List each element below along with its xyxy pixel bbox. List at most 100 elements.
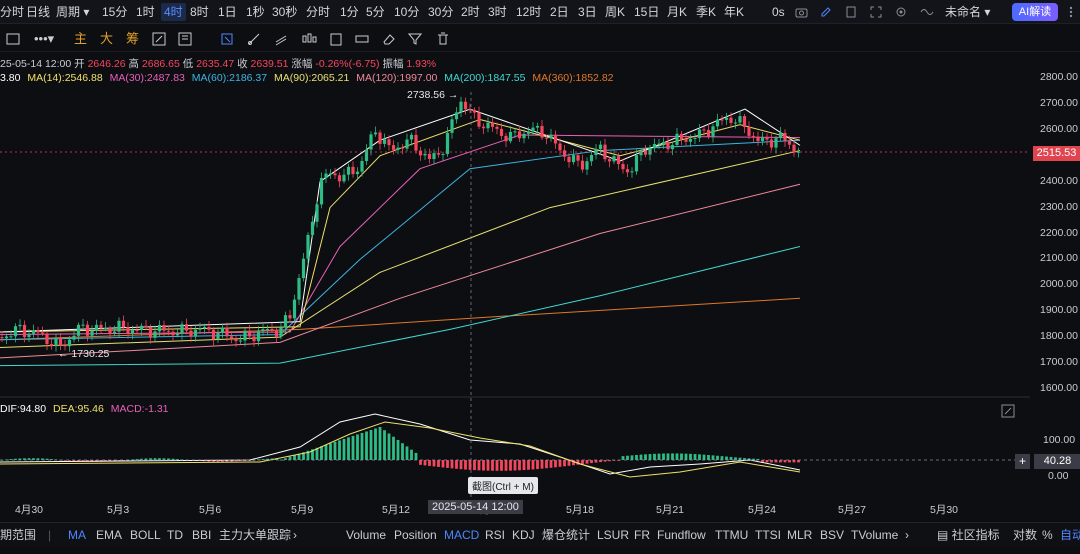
chevron-right-icon[interactable]: › bbox=[293, 528, 297, 542]
pencil-icon[interactable] bbox=[820, 6, 832, 18]
macd-bar bbox=[176, 459, 179, 460]
expand-panel-icon[interactable] bbox=[1001, 404, 1015, 418]
add-alert-button[interactable]: + bbox=[1015, 454, 1030, 469]
main-ind-ema[interactable]: EMA bbox=[96, 528, 123, 542]
candle-body bbox=[477, 112, 481, 127]
cursor-icon[interactable] bbox=[220, 32, 234, 46]
main-ind-bigorder[interactable]: 主力大单跟踪 bbox=[219, 528, 292, 542]
sub-ind-volume[interactable]: Volume bbox=[346, 528, 387, 542]
tf-month[interactable]: 月K bbox=[667, 5, 688, 19]
more-dots-icon[interactable]: •••▾ bbox=[34, 31, 55, 46]
candle-body bbox=[274, 329, 279, 337]
tf-1m[interactable]: 1分 bbox=[340, 5, 359, 19]
eraser-icon[interactable] bbox=[382, 32, 396, 46]
indicator-main-button[interactable]: 主 bbox=[74, 31, 88, 46]
trash-icon[interactable] bbox=[436, 32, 450, 46]
tf-1s[interactable]: 1秒 bbox=[246, 5, 265, 19]
candle-body bbox=[684, 139, 688, 142]
tf-year[interactable]: 年K bbox=[724, 5, 745, 19]
macd-bar bbox=[594, 460, 598, 463]
macd-bar bbox=[432, 460, 436, 467]
candle-body bbox=[778, 132, 783, 139]
more-vertical-icon[interactable] bbox=[1066, 6, 1076, 18]
tf-10m[interactable]: 10分 bbox=[394, 5, 420, 19]
tf-30m[interactable]: 30分 bbox=[428, 5, 454, 19]
trendline-icon[interactable] bbox=[247, 32, 261, 46]
indicator-big-button[interactable]: 大 bbox=[100, 31, 114, 46]
ray-icon[interactable] bbox=[274, 32, 288, 46]
expand-icon[interactable] bbox=[870, 6, 882, 18]
auto-scale-toggle[interactable]: 自动 bbox=[1060, 528, 1080, 542]
sub-ind-position[interactable]: Position bbox=[394, 528, 437, 542]
sub-ind-fundflow[interactable]: Fundflow bbox=[657, 528, 706, 542]
candle-body bbox=[247, 330, 252, 337]
sub-ind-lsur[interactable]: LSUR bbox=[597, 528, 630, 542]
candle-body bbox=[157, 325, 162, 332]
period-dropdown[interactable]: 周期 ▾ bbox=[56, 5, 90, 19]
tf-15d[interactable]: 15日 bbox=[634, 5, 660, 19]
macd-bar bbox=[72, 460, 76, 461]
bookmark-icon[interactable] bbox=[845, 6, 857, 18]
sub-ind-liquidation[interactable]: 爆仓统计 bbox=[542, 528, 591, 542]
settings-icon[interactable] bbox=[895, 6, 907, 18]
tf-3d[interactable]: 3日 bbox=[578, 5, 597, 19]
filter-icon[interactable] bbox=[408, 32, 422, 46]
tf-8h[interactable]: 8时 bbox=[190, 5, 209, 19]
macd-bar bbox=[761, 460, 764, 463]
sub-ind-bsv[interactable]: BSV bbox=[820, 528, 845, 542]
sub-ind-kdj[interactable]: KDJ bbox=[512, 528, 535, 542]
indicator-chips-button[interactable]: 筹 bbox=[126, 31, 140, 46]
macd-bar bbox=[747, 458, 751, 460]
measure-icon[interactable] bbox=[355, 32, 369, 46]
sub-ind-rsi[interactable]: RSI bbox=[485, 528, 506, 542]
macd-bar bbox=[635, 454, 638, 460]
tf-week[interactable]: 周K bbox=[605, 5, 626, 19]
main-ind-td[interactable]: TD bbox=[167, 528, 183, 542]
tf-12h[interactable]: 12时 bbox=[516, 5, 542, 19]
camera-icon[interactable] bbox=[795, 6, 808, 18]
tf-2h[interactable]: 2时 bbox=[461, 5, 480, 19]
candle-body bbox=[252, 336, 256, 342]
text-note-icon[interactable] bbox=[329, 32, 343, 46]
chevron-right-icon[interactable]: › bbox=[905, 528, 909, 542]
layout-dropdown[interactable]: 未命名 ▾ bbox=[945, 5, 991, 19]
community-indicator-button[interactable]: ▤ 社区指标 bbox=[937, 528, 1000, 542]
tf-2d[interactable]: 2日 bbox=[550, 5, 569, 19]
seconds-toggle[interactable]: 0s bbox=[772, 5, 785, 19]
tf-1h[interactable]: 1时 bbox=[136, 5, 155, 19]
sub-ind-mlr[interactable]: MLR bbox=[787, 528, 813, 542]
tf-3h[interactable]: 3时 bbox=[488, 5, 507, 19]
sub-ind-ttsi[interactable]: TTSI bbox=[755, 528, 781, 542]
range-selector[interactable]: 期范围 bbox=[0, 528, 37, 542]
sub-ind-ttmu[interactable]: TTMU bbox=[715, 528, 749, 542]
candle-body bbox=[765, 137, 769, 140]
tf-5m[interactable]: 5分 bbox=[366, 5, 385, 19]
main-ind-bbi[interactable]: BBI bbox=[192, 528, 212, 542]
candle-tool-icon[interactable] bbox=[301, 32, 317, 46]
tf-30s[interactable]: 30秒 bbox=[272, 5, 298, 19]
percent-scale-toggle[interactable]: % bbox=[1042, 528, 1053, 542]
ai-interpret-button[interactable]: AI解读 bbox=[1012, 3, 1058, 21]
main-ind-ma[interactable]: MA bbox=[68, 528, 86, 542]
macd-bar bbox=[279, 459, 283, 461]
tab-daily[interactable]: 日线 bbox=[26, 5, 51, 19]
template-icon[interactable] bbox=[178, 32, 192, 46]
main-ind-boll[interactable]: BOLL bbox=[130, 528, 161, 542]
tf-line[interactable]: 分时 bbox=[306, 5, 331, 19]
sub-ind-fr[interactable]: FR bbox=[634, 528, 650, 542]
fx-icon[interactable] bbox=[152, 32, 166, 46]
layout-icon[interactable] bbox=[920, 6, 934, 18]
tf-15m[interactable]: 15分 bbox=[102, 5, 128, 19]
candle-body bbox=[729, 117, 733, 123]
tab-timeshare[interactable]: 分时 bbox=[0, 5, 25, 19]
macd-bar bbox=[531, 460, 535, 470]
tf-1d[interactable]: 1日 bbox=[218, 5, 237, 19]
sub-ind-tvolume[interactable]: TVolume bbox=[851, 528, 899, 542]
window-icon[interactable] bbox=[6, 33, 20, 45]
tf-4h[interactable]: 4时 bbox=[161, 3, 186, 21]
price-chart[interactable] bbox=[0, 52, 1080, 522]
sub-ind-macd[interactable]: MACD bbox=[444, 528, 480, 542]
log-scale-toggle[interactable]: 对数 bbox=[1013, 528, 1038, 542]
tf-quarter[interactable]: 季K bbox=[696, 5, 717, 19]
price-tick: 2400.00 bbox=[1040, 174, 1078, 187]
